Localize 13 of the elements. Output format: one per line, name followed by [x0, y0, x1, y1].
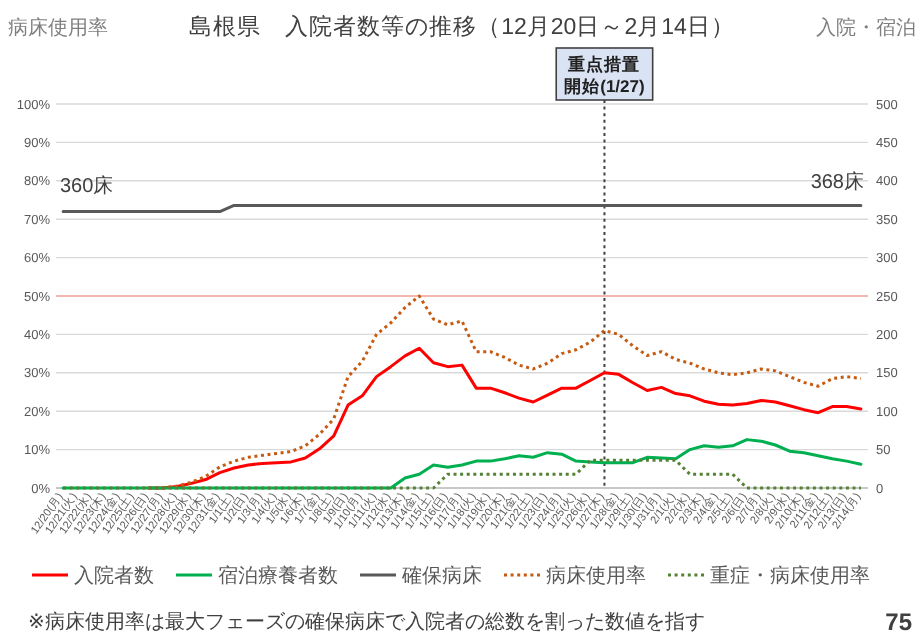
ref-line-label: 重点措置開始(1/27)	[564, 54, 645, 96]
y2-axis-title: 入院・宿泊	[816, 16, 916, 40]
text: ※病床使用率は最大フェーズの確保病床で入院者の総数を割った数値を指す	[28, 610, 705, 634]
annotation: 360床	[60, 174, 114, 198]
y-axis-title: 病床使用率	[8, 16, 108, 40]
legend-label: 確保病床	[400, 564, 482, 588]
legend-label: 宿泊療養者数	[218, 564, 338, 588]
text: 75	[885, 608, 913, 636]
chart-title: 島根県 入院者数等の推移（12月20日～2月14日）	[189, 12, 735, 40]
legend-label: 病床使用率	[546, 564, 646, 588]
legend-label: 入院者数	[74, 564, 154, 588]
legend-label: 重症・病床使用率	[710, 564, 870, 588]
annotation: 368床	[810, 170, 864, 194]
